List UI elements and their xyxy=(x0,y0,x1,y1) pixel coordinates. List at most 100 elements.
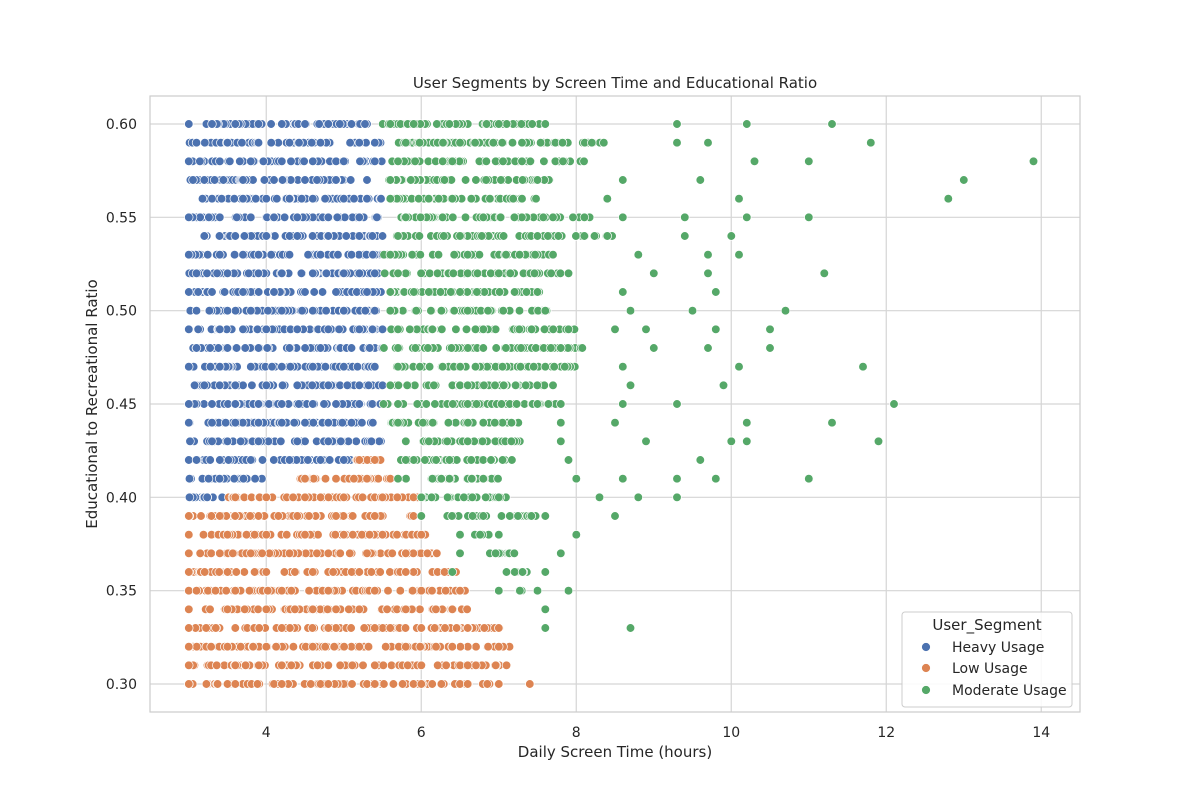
data-point xyxy=(711,287,721,297)
data-point xyxy=(494,268,504,278)
data-point xyxy=(222,567,233,577)
data-point xyxy=(339,530,349,540)
data-point xyxy=(307,623,318,633)
data-point xyxy=(703,268,713,278)
data-point xyxy=(261,380,271,390)
data-point xyxy=(516,343,526,353)
data-point xyxy=(553,231,564,241)
data-point xyxy=(467,511,478,521)
data-point xyxy=(277,418,287,428)
data-point xyxy=(266,119,276,129)
data-point xyxy=(433,250,444,260)
data-point xyxy=(300,530,310,540)
data-point xyxy=(308,362,318,372)
data-point xyxy=(222,604,233,614)
data-point xyxy=(300,119,310,129)
data-point xyxy=(315,492,326,502)
data-point xyxy=(804,474,814,484)
data-point xyxy=(377,530,388,540)
data-point xyxy=(422,548,433,558)
data-point xyxy=(406,175,416,185)
data-point xyxy=(505,268,515,278)
data-point xyxy=(198,530,209,540)
data-point xyxy=(405,324,415,334)
data-point xyxy=(263,586,273,596)
data-point xyxy=(184,604,194,614)
data-point xyxy=(253,418,264,428)
data-point xyxy=(251,194,261,204)
data-point xyxy=(517,138,527,148)
data-point xyxy=(370,623,380,633)
data-point xyxy=(571,474,581,484)
data-point xyxy=(485,194,495,204)
data-point xyxy=(410,343,421,353)
data-point xyxy=(362,679,372,689)
data-point xyxy=(463,418,473,428)
data-point xyxy=(184,642,194,652)
data-point xyxy=(230,492,240,502)
y-tick-label: 0.55 xyxy=(106,210,137,226)
data-point xyxy=(354,324,364,334)
data-point xyxy=(471,175,481,185)
data-point xyxy=(449,250,459,260)
data-point xyxy=(496,399,507,409)
data-point xyxy=(521,287,532,297)
data-point xyxy=(344,604,354,614)
data-point xyxy=(414,194,424,204)
data-point xyxy=(200,567,210,577)
data-point xyxy=(308,156,318,166)
data-point xyxy=(189,380,200,390)
data-point xyxy=(378,399,389,409)
data-point xyxy=(261,567,271,577)
data-point xyxy=(240,343,250,353)
data-point xyxy=(246,212,256,222)
data-point xyxy=(230,399,240,409)
data-point xyxy=(323,436,333,446)
data-point xyxy=(184,623,194,633)
data-point xyxy=(866,138,876,148)
data-point xyxy=(370,268,380,278)
data-point xyxy=(225,156,235,166)
data-point xyxy=(463,306,473,316)
data-point xyxy=(625,380,636,390)
data-point xyxy=(284,343,295,353)
data-point xyxy=(577,343,587,353)
data-point xyxy=(191,268,202,278)
data-point xyxy=(478,343,488,353)
data-point xyxy=(377,324,388,334)
data-point xyxy=(416,623,426,633)
data-point xyxy=(204,212,214,222)
data-point xyxy=(742,418,752,428)
data-point xyxy=(207,418,217,428)
data-point xyxy=(214,567,224,577)
data-point xyxy=(323,623,333,633)
data-point xyxy=(236,642,246,652)
data-point xyxy=(308,604,318,614)
data-point xyxy=(222,436,233,446)
data-point xyxy=(377,231,388,241)
data-point xyxy=(514,306,525,316)
data-point xyxy=(470,362,481,372)
data-point xyxy=(431,642,441,652)
data-point xyxy=(641,324,651,334)
data-point xyxy=(549,362,559,372)
data-point xyxy=(472,287,482,297)
data-point xyxy=(546,268,556,278)
data-point xyxy=(197,194,208,204)
data-point xyxy=(555,268,566,278)
data-point xyxy=(498,231,509,241)
data-point xyxy=(192,642,202,652)
data-point xyxy=(514,324,524,334)
data-point xyxy=(383,586,393,596)
data-point xyxy=(460,212,471,222)
data-point xyxy=(315,138,326,148)
data-point xyxy=(392,492,402,502)
data-point xyxy=(261,492,271,502)
data-point xyxy=(427,324,438,334)
data-point xyxy=(672,492,682,502)
data-point xyxy=(455,287,465,297)
data-point xyxy=(360,306,370,316)
data-point xyxy=(393,324,403,334)
data-point xyxy=(212,679,223,689)
data-point xyxy=(261,231,271,241)
